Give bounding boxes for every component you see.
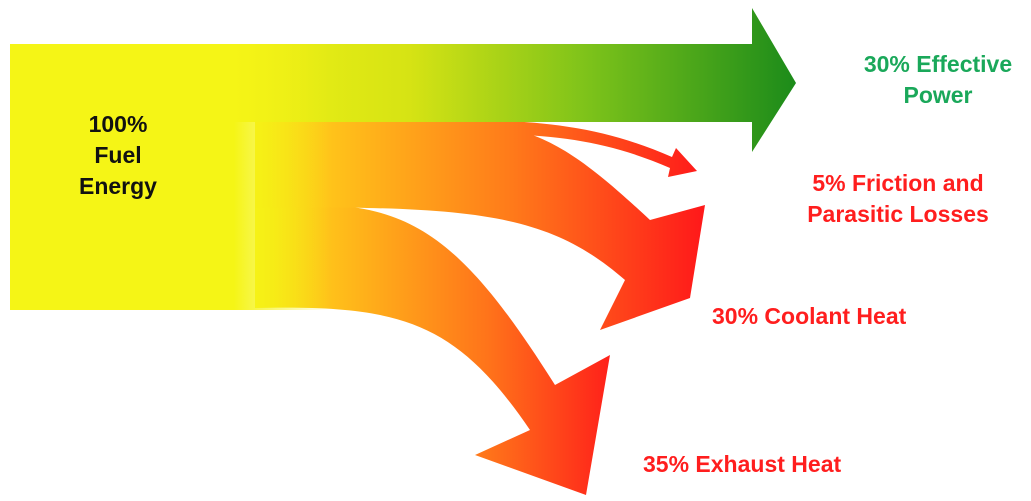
source-label-line-1: 100% [88,111,148,137]
flow-exhaust [255,205,610,495]
flow-coolant [255,120,705,330]
exhaust-heat-label-line-1: 35% Exhaust Heat [643,451,842,477]
exhaust-heat-label: 35% Exhaust Heat [643,449,841,480]
flow-friction [300,118,697,177]
effective-power-label-line-1: 30% Effective [863,51,1013,77]
friction-losses-label: 5% Friction and Parasitic Losses [780,168,1016,230]
friction-losses-label-line-2: Parasitic Losses [807,201,989,227]
source-label-line-2: Fuel [94,142,142,168]
effective-power-label-line-2: Power [903,82,973,108]
coolant-heat-label: 30% Coolant Heat [712,301,906,332]
friction-losses-label-line-1: 5% Friction and [812,170,984,196]
source-label-line-3: Energy [79,173,157,199]
coolant-heat-label-line-1: 30% Coolant Heat [712,303,907,329]
source-label: 100% Fuel Energy [38,109,198,202]
source-block [10,44,330,310]
flow-effective-power [180,8,796,152]
effective-power-label: 30% Effective Power [838,49,1031,111]
